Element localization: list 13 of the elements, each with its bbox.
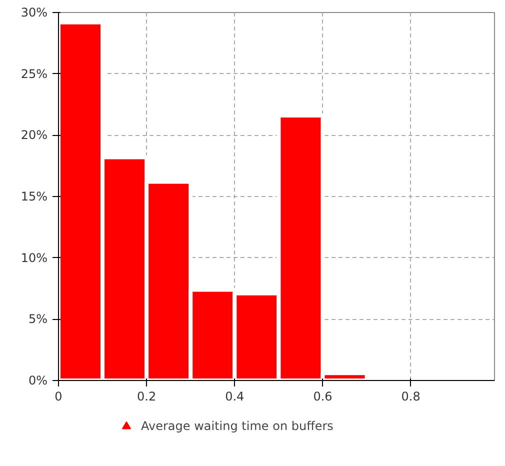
legend-label: Average waiting time on buffers <box>141 419 334 433</box>
y-tick-label: 5% <box>28 312 48 326</box>
x-tick-label: 0.2 <box>137 390 156 404</box>
y-tick-label: 15% <box>20 190 48 204</box>
y-tick-label: 0% <box>28 374 48 388</box>
x-tick-label: 0.8 <box>401 390 420 404</box>
y-tick-label: 25% <box>20 66 48 81</box>
x-tick-label: 0.6 <box>313 390 332 404</box>
y-tick-label: 20% <box>20 128 48 142</box>
x-tick-label: 0.4 <box>225 390 244 404</box>
y-tick-label: 30% <box>20 6 48 20</box>
y-tick-label: 10% <box>20 250 48 265</box>
x-tick-label: 0 <box>54 390 62 404</box>
